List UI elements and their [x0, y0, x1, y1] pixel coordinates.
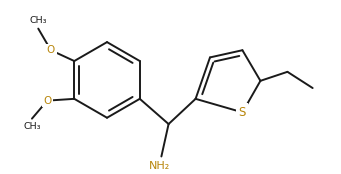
- Text: O: O: [47, 45, 55, 55]
- Text: CH₃: CH₃: [30, 16, 47, 25]
- Text: CH₃: CH₃: [23, 122, 41, 131]
- Text: O: O: [43, 96, 51, 106]
- Text: S: S: [239, 106, 246, 119]
- Text: NH₂: NH₂: [149, 161, 170, 171]
